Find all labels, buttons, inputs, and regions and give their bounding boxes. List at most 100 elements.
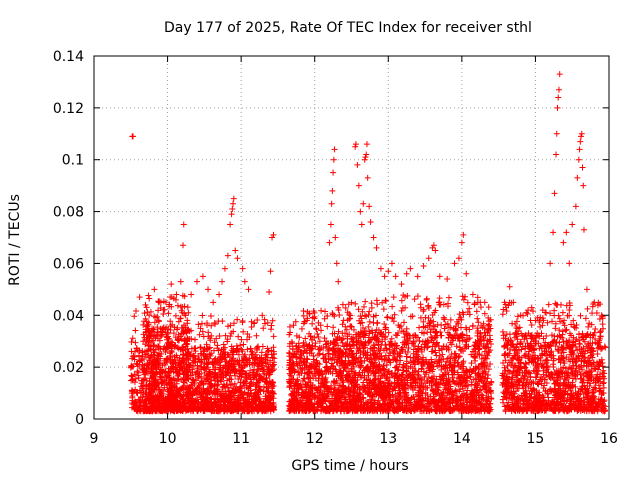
data-point [246,382,253,389]
data-point [224,369,231,376]
data-point [159,362,166,369]
data-point [161,384,168,391]
data-point [228,381,235,388]
data-point [189,392,196,399]
data-point [136,403,143,410]
data-point [299,365,306,372]
data-point [202,388,209,395]
data-point [179,395,186,402]
data-point [216,332,223,339]
data-point [241,380,248,387]
data-point [192,345,199,352]
data-point [244,346,251,353]
data-point [207,406,214,413]
data-point [254,346,261,353]
data-point [131,379,138,386]
data-point [286,323,293,330]
data-point [201,405,208,412]
data-point [306,341,313,348]
data-point [145,391,152,398]
data-point [135,372,142,379]
data-point [155,307,162,314]
data-point [159,329,166,336]
data-point [230,366,237,373]
data-point [163,399,170,406]
data-point [203,341,210,348]
data-point [213,335,220,342]
data-point [181,335,188,342]
data-point [253,389,260,396]
data-point [219,384,226,391]
data-point [219,392,226,399]
data-point [215,347,222,354]
data-point [325,356,332,363]
data-point [253,370,260,377]
data-point [221,408,228,415]
data-point [168,376,175,383]
data-point [182,346,189,353]
data-point [185,309,192,316]
data-point [240,328,247,335]
data-point [217,356,224,363]
data-point [188,372,195,379]
data-point [203,355,210,362]
data-point [302,335,309,342]
data-point [165,408,172,415]
data-point [131,405,138,412]
data-point [317,346,324,353]
data-point [185,326,192,333]
data-point [264,387,271,394]
data-point [134,407,141,414]
data-point [254,388,261,395]
data-point [301,375,308,382]
data-point [141,356,148,363]
data-point [144,339,151,346]
data-point [214,342,221,349]
data-point [188,345,195,352]
data-point [153,386,160,393]
data-point [258,349,265,356]
data-point [179,292,186,299]
data-point [225,389,232,396]
data-point [199,328,206,335]
data-point [216,407,223,414]
data-point [291,389,298,396]
data-point [246,334,253,341]
data-point [164,330,171,337]
data-point [147,308,154,315]
data-point [204,345,211,352]
data-point [254,317,261,324]
data-point [230,328,237,335]
data-point [128,372,135,379]
data-point [201,345,208,352]
data-point [132,375,139,382]
data-point [132,339,139,346]
data-point [168,349,175,355]
data-point [145,389,152,396]
data-point [236,373,243,380]
data-point [192,397,199,404]
data-point [128,390,135,397]
data-point [140,321,147,328]
data-point [170,295,177,302]
data-point [216,404,223,411]
data-point [303,355,310,362]
data-point [250,320,257,327]
data-point [129,376,136,383]
data-point [242,356,249,363]
data-point [182,399,189,406]
data-point [240,359,247,366]
data-point [224,336,231,343]
data-point [314,331,321,338]
data-point [145,342,152,349]
data-point [177,315,184,322]
data-point [288,354,295,361]
data-point [237,342,244,349]
data-point [259,312,266,319]
data-point [142,329,149,336]
data-point [175,345,182,352]
data-point [189,366,196,373]
data-point [200,348,207,355]
data-point [161,306,168,313]
data-point [208,322,215,329]
